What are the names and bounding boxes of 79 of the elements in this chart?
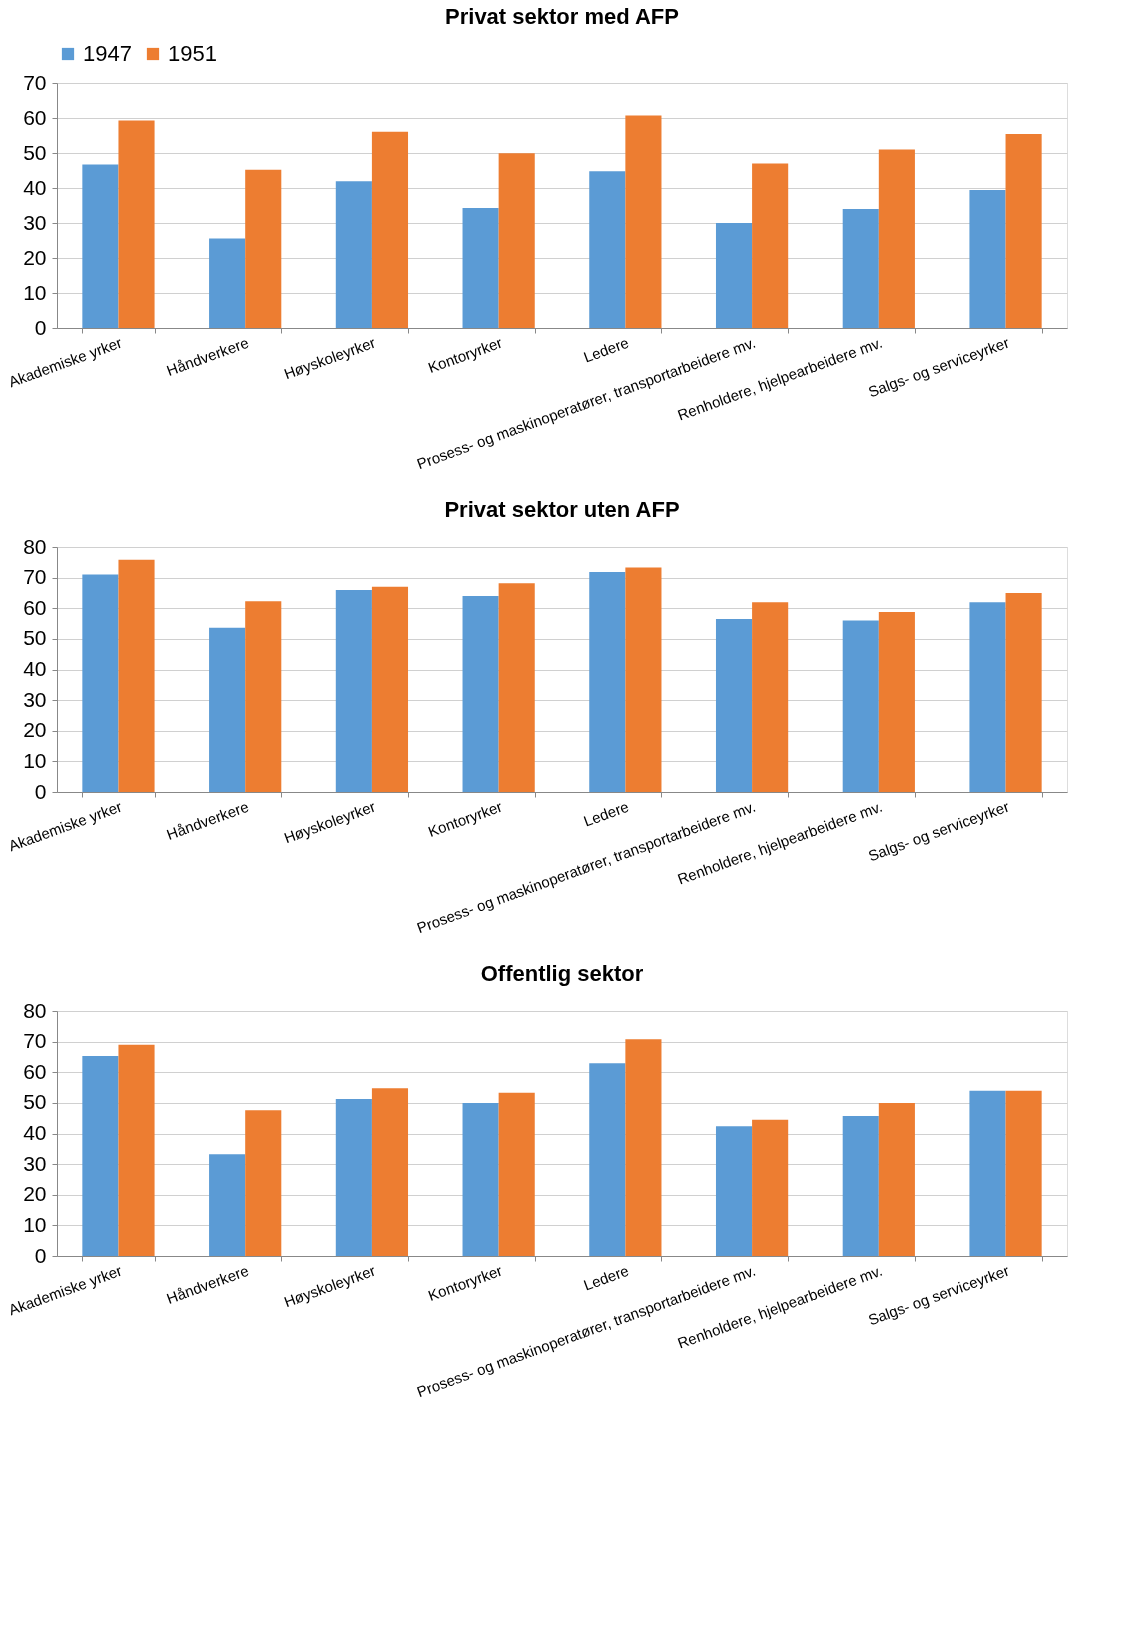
bar xyxy=(969,190,1006,328)
bar xyxy=(969,602,1006,792)
y-tick-label: 0 xyxy=(34,315,47,339)
bar xyxy=(625,115,662,328)
y-tick-label: 50 xyxy=(23,140,47,164)
bar xyxy=(498,153,535,328)
y-tick-label: 20 xyxy=(23,1182,47,1206)
legend-label: 1951 xyxy=(168,41,217,66)
bar xyxy=(82,574,119,792)
bar xyxy=(969,1090,1006,1256)
bar xyxy=(371,586,409,792)
y-tick-label: 40 xyxy=(23,1121,47,1144)
bar xyxy=(625,567,662,792)
y-tick-label: 30 xyxy=(23,210,47,234)
bar xyxy=(462,207,499,328)
legend-label: 1947 xyxy=(83,41,132,66)
bar xyxy=(82,164,119,328)
y-tick-label: 0 xyxy=(34,779,47,803)
y-tick-label: 20 xyxy=(23,718,47,742)
bar xyxy=(589,1063,626,1256)
bar xyxy=(462,1102,499,1256)
bar xyxy=(1005,592,1042,792)
y-tick-label: 10 xyxy=(23,748,47,772)
chart-title: Offentlig sektor xyxy=(480,961,644,986)
bar xyxy=(118,120,155,328)
bar xyxy=(82,1056,119,1256)
chart-title: Privat sektor med AFP xyxy=(445,4,679,29)
bar xyxy=(715,618,753,792)
bar xyxy=(878,149,915,328)
y-tick-label: 20 xyxy=(23,245,47,269)
y-tick-label: 30 xyxy=(23,1151,47,1175)
bar xyxy=(878,611,915,792)
bar xyxy=(335,1098,372,1256)
bar xyxy=(335,589,372,792)
y-tick-label: 50 xyxy=(23,626,47,650)
y-tick-label: 70 xyxy=(23,1029,47,1053)
bar xyxy=(335,181,372,328)
bar xyxy=(118,559,155,792)
y-tick-label: 40 xyxy=(23,175,47,199)
bar xyxy=(589,171,626,328)
bar xyxy=(625,1039,662,1256)
y-tick-label: 10 xyxy=(23,1212,47,1236)
bar xyxy=(715,1126,753,1256)
bar xyxy=(752,602,789,792)
bar xyxy=(209,1154,246,1256)
y-tick-label: 80 xyxy=(23,998,47,1022)
bar xyxy=(245,1110,282,1256)
y-tick-label: 60 xyxy=(23,105,47,129)
y-tick-label: 60 xyxy=(23,595,47,619)
bar xyxy=(1005,1090,1042,1256)
bar xyxy=(209,238,246,328)
bar xyxy=(878,1102,915,1256)
bar xyxy=(371,131,409,328)
bar xyxy=(589,572,626,792)
y-tick-label: 70 xyxy=(23,70,47,94)
y-tick-label: 60 xyxy=(23,1059,47,1083)
bar xyxy=(498,1092,535,1256)
bar xyxy=(842,1116,879,1256)
bar xyxy=(842,620,879,792)
bar xyxy=(842,209,879,328)
y-tick-label: 0 xyxy=(34,1243,47,1267)
bar xyxy=(1005,134,1042,328)
bar xyxy=(209,627,246,792)
bar xyxy=(245,601,282,792)
bar xyxy=(752,163,789,328)
bar xyxy=(118,1044,155,1256)
y-tick-label: 30 xyxy=(23,687,47,711)
bar xyxy=(245,169,282,328)
y-tick-label: 10 xyxy=(23,280,47,304)
bar xyxy=(752,1119,789,1256)
y-tick-label: 40 xyxy=(23,657,47,680)
bar xyxy=(715,223,753,328)
bar xyxy=(371,1088,409,1256)
y-tick-label: 70 xyxy=(23,565,47,589)
chart-title: Privat sektor uten AFP xyxy=(444,497,680,522)
y-tick-label: 50 xyxy=(23,1090,47,1114)
bar xyxy=(462,596,499,792)
bar xyxy=(498,583,535,792)
y-tick-label: 80 xyxy=(23,534,47,558)
